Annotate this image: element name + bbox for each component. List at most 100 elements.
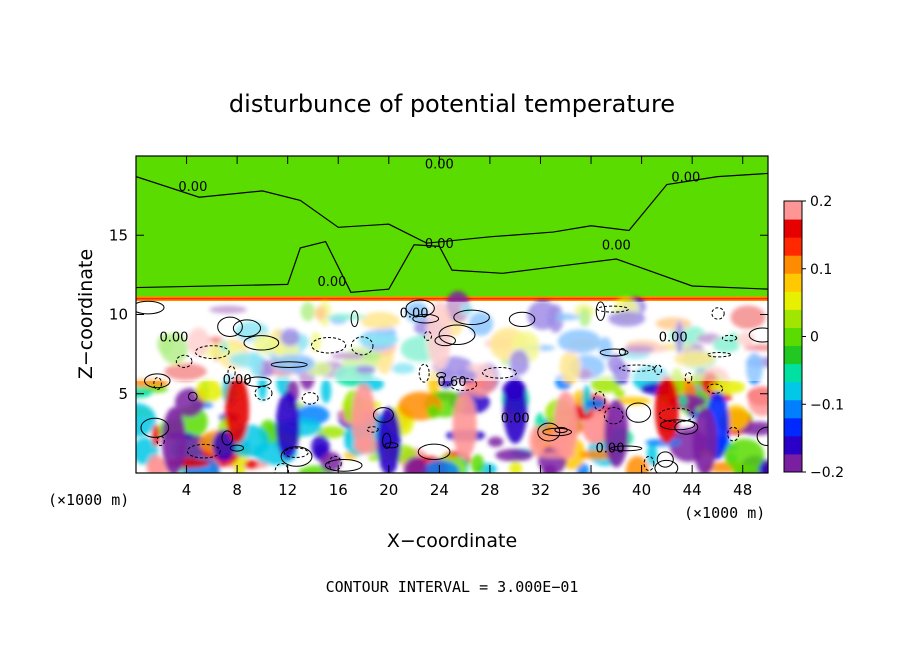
field-cell bbox=[427, 404, 440, 419]
contour-loop bbox=[449, 377, 478, 392]
contour-loop bbox=[227, 365, 236, 380]
field-cell bbox=[646, 442, 658, 466]
contour-lines bbox=[136, 172, 768, 473]
contour-loop bbox=[301, 392, 319, 405]
contour-loop bbox=[593, 391, 606, 411]
colorbar-swatch bbox=[784, 273, 802, 292]
contour-loop bbox=[412, 313, 440, 324]
contour-loop bbox=[221, 430, 234, 446]
y-axis-ticks: 5 10 15 bbox=[109, 226, 768, 403]
contour-zero-upper bbox=[136, 172, 768, 244]
field-cell bbox=[495, 448, 533, 462]
contour-label: 0.00 bbox=[659, 330, 688, 345]
contour-loop bbox=[748, 327, 768, 343]
contour-loop bbox=[654, 459, 679, 473]
contour-loop bbox=[654, 364, 663, 375]
contour-loop bbox=[625, 402, 652, 423]
x-tick-label: 16 bbox=[329, 481, 348, 499]
colorbar-swatch bbox=[784, 417, 802, 437]
x-tick-label: 4 bbox=[182, 481, 192, 499]
field-cell bbox=[613, 388, 625, 398]
colorbar-swatch bbox=[784, 237, 802, 256]
contour-loop bbox=[324, 459, 363, 472]
field-cell bbox=[320, 378, 332, 404]
field-cell bbox=[195, 379, 222, 403]
contour-loop bbox=[384, 442, 399, 449]
y-axis-label: Z−coordinate bbox=[75, 249, 97, 379]
contour-loop bbox=[136, 300, 165, 315]
field-cell bbox=[403, 456, 428, 473]
contour-loop bbox=[603, 406, 624, 425]
contour-loop bbox=[328, 455, 342, 471]
contour-loop bbox=[270, 361, 308, 368]
field-streak bbox=[692, 407, 717, 473]
contour-interval-note: CONTOUR INTERVAL = 3.000E−01 bbox=[326, 578, 579, 596]
field-cell bbox=[585, 398, 606, 410]
contour-loop bbox=[706, 383, 724, 394]
contour-loop bbox=[243, 335, 280, 351]
contour-loop bbox=[756, 426, 768, 446]
contour-loop bbox=[596, 305, 629, 313]
field-streak bbox=[604, 399, 629, 468]
field-streak bbox=[452, 391, 477, 460]
contour-label: 0.00 bbox=[671, 170, 700, 185]
x-tick-label: 28 bbox=[480, 481, 499, 499]
field-cell bbox=[645, 438, 682, 447]
field-cell bbox=[136, 403, 157, 437]
field-streak bbox=[351, 383, 376, 452]
contour-loop bbox=[643, 455, 655, 472]
contour-loop bbox=[310, 337, 347, 354]
contour-label: 0.00 bbox=[425, 237, 454, 252]
colorbar-swatch bbox=[784, 399, 802, 419]
x-tick-label: 48 bbox=[733, 481, 752, 499]
field-cell bbox=[311, 434, 330, 459]
field-streak bbox=[553, 391, 578, 460]
x-unit-label-left: (×1000 m) bbox=[48, 491, 129, 509]
contour-loop bbox=[217, 316, 243, 337]
contour-loop bbox=[140, 417, 170, 438]
x-tick-label: 12 bbox=[278, 481, 297, 499]
field-cell bbox=[136, 386, 153, 399]
field-cell bbox=[625, 456, 649, 473]
colorbar-swatch bbox=[784, 219, 802, 238]
colorbar-swatch bbox=[784, 453, 802, 473]
field-cell bbox=[245, 459, 258, 469]
contour-labels: 0.00 0.00 0.00 0.00 0.00 0.00 0.00 0.00 0.60 0.00… bbox=[159, 158, 700, 457]
contour-loop bbox=[619, 364, 655, 372]
x-tick-label: 24 bbox=[430, 481, 449, 499]
x-tick-label: 36 bbox=[581, 481, 600, 499]
y-tick-label: 10 bbox=[109, 306, 128, 324]
contour-loop bbox=[280, 446, 313, 467]
field-streak bbox=[376, 407, 401, 473]
field-upper-layer bbox=[136, 156, 768, 301]
contour-label: 0.00 bbox=[223, 373, 252, 388]
temperature-field bbox=[136, 156, 768, 473]
field-cell bbox=[709, 379, 746, 395]
y-tick-label: 15 bbox=[109, 226, 128, 244]
contour-loop bbox=[229, 444, 245, 452]
contour-loop bbox=[711, 307, 725, 320]
colorbar: 0.2 0.1 0 −0.1 −0.2 bbox=[783, 194, 844, 481]
field-cell bbox=[151, 424, 160, 447]
contour-loop bbox=[350, 336, 374, 356]
colorbar-swatch bbox=[784, 363, 802, 383]
y-tick-label: 5 bbox=[118, 385, 128, 403]
contour-zero-dome bbox=[136, 240, 768, 293]
field-cell bbox=[724, 438, 765, 473]
contour-loop bbox=[595, 301, 606, 321]
contour-loop bbox=[254, 386, 273, 401]
field-streak bbox=[275, 391, 300, 460]
contour-loop bbox=[436, 372, 447, 379]
contour-loop bbox=[721, 334, 738, 342]
contour-loop bbox=[418, 363, 430, 383]
colorbar-tick-label: −0.2 bbox=[810, 465, 844, 481]
contour-loop bbox=[283, 447, 309, 458]
contour-loop bbox=[438, 324, 476, 346]
contour-loop bbox=[434, 334, 456, 347]
contour-label: 0.00 bbox=[596, 441, 625, 456]
field-cell bbox=[470, 454, 485, 473]
chart-title: disturbunce of potential temperature bbox=[229, 90, 675, 118]
contour-loop bbox=[599, 348, 629, 357]
contour-loop bbox=[244, 376, 272, 387]
field-cell bbox=[748, 386, 768, 417]
